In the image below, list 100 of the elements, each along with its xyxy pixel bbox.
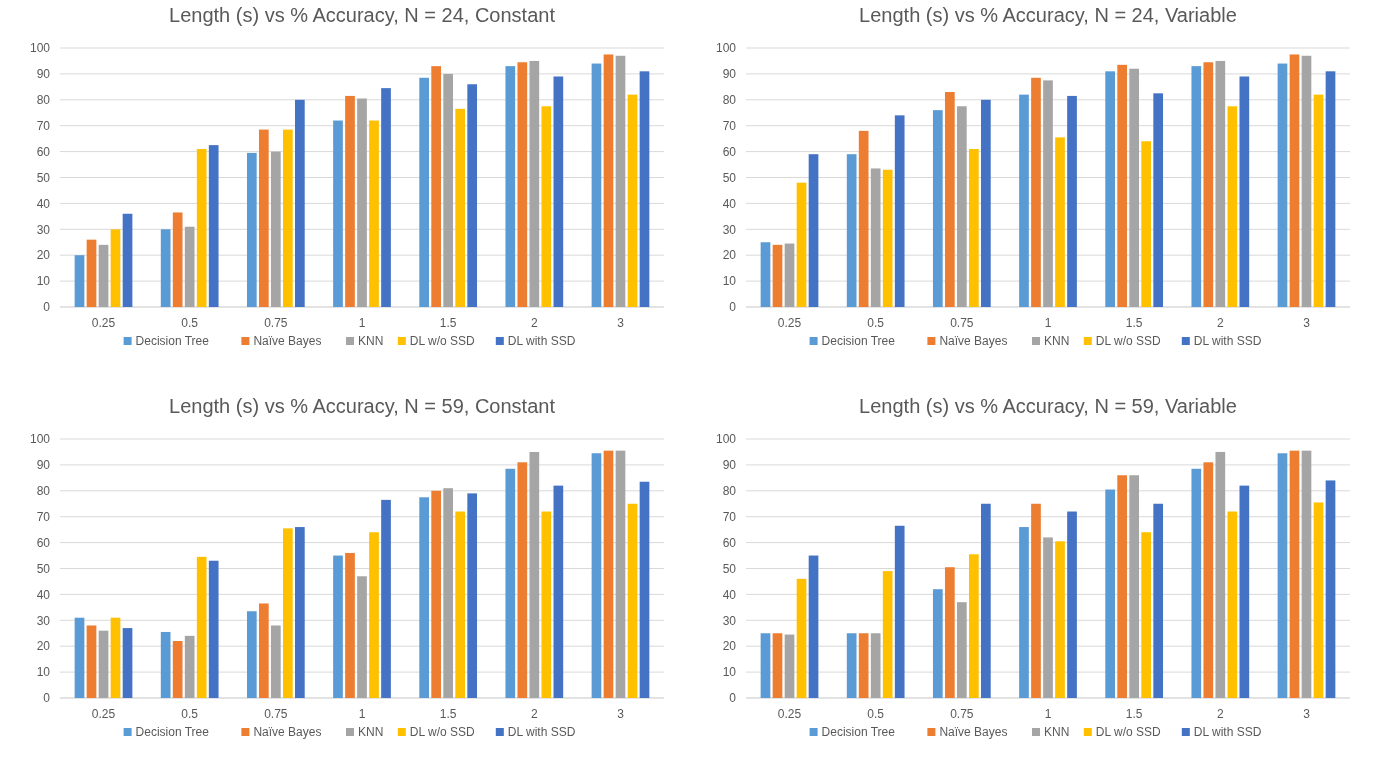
y-tick-label: 10 — [722, 274, 737, 289]
y-tick-label: 60 — [722, 535, 737, 550]
legend-label: KNN — [358, 725, 384, 740]
bar — [529, 451, 540, 698]
bar — [357, 576, 367, 698]
x-tick-label: 1.5 — [439, 316, 457, 330]
bar — [1203, 462, 1214, 698]
bar — [295, 99, 305, 307]
chart-title: Length (s) vs % Accuracy, N = 59, Constant — [169, 395, 556, 417]
y-tick-label: 20 — [722, 639, 737, 654]
y-tick-label: 80 — [722, 93, 737, 107]
y-tick-label: 20 — [722, 248, 737, 263]
bar — [184, 226, 195, 307]
bar — [110, 617, 121, 698]
bar — [208, 560, 219, 698]
bar — [882, 169, 893, 307]
bar — [1153, 93, 1164, 307]
bar — [381, 88, 391, 307]
bar — [431, 66, 441, 307]
x-tick-label: 1.5 — [439, 707, 457, 721]
bar — [1239, 485, 1250, 698]
y-tick-label: 100 — [29, 41, 51, 56]
bar — [846, 633, 857, 698]
x-tick-label: 3 — [617, 707, 625, 721]
bar — [1289, 54, 1300, 307]
legend-label: DL with SSD — [507, 334, 576, 349]
bar — [969, 554, 979, 698]
x-tick-label: 2 — [1216, 707, 1224, 721]
x-tick-label: 2 — [530, 707, 538, 721]
bar — [603, 450, 614, 698]
bar — [455, 511, 466, 698]
bar — [944, 567, 955, 698]
bar — [1289, 450, 1300, 698]
y-tick-label: 40 — [36, 196, 51, 211]
chart-title: Length (s) vs % Accuracy, N = 59, Variable — [859, 395, 1237, 417]
bar — [858, 130, 869, 307]
bar — [345, 552, 355, 698]
bar — [1191, 468, 1202, 698]
bar — [1313, 94, 1324, 307]
bar — [172, 641, 183, 698]
bar — [369, 532, 379, 698]
bar — [553, 485, 564, 698]
x-tick-label: 0.5 — [181, 316, 199, 330]
x-tick-label: 3 — [1303, 316, 1311, 330]
y-tick-label: 10 — [36, 665, 51, 680]
bar — [196, 556, 207, 698]
y-tick-label: 50 — [722, 561, 737, 576]
bar — [1067, 95, 1077, 307]
bar — [270, 151, 281, 307]
bar — [969, 149, 979, 307]
bar — [86, 625, 97, 698]
bar — [1301, 450, 1312, 698]
legend-label: DL w/o SSD — [1095, 334, 1162, 349]
y-tick-label: 70 — [36, 509, 51, 524]
legend-label: Decision Tree — [135, 334, 210, 349]
bar — [1043, 80, 1053, 307]
legend-label: KNN — [358, 334, 384, 349]
bar — [627, 503, 638, 698]
bar — [541, 511, 552, 698]
bar — [772, 244, 783, 307]
bar — [894, 525, 905, 698]
x-tick-label: 0.5 — [867, 707, 885, 721]
x-tick-label: 3 — [1303, 707, 1311, 721]
bar — [956, 602, 967, 698]
bar — [1239, 76, 1250, 307]
y-tick-label: 10 — [36, 274, 51, 289]
legend-label: DL with SSD — [507, 725, 576, 740]
y-tick-label: 0 — [729, 691, 737, 706]
bar — [1227, 511, 1238, 698]
bar — [1129, 475, 1140, 698]
bar — [1117, 64, 1127, 307]
legend-label: KNN — [1044, 334, 1070, 349]
bar — [505, 468, 516, 698]
x-tick-label: 0.5 — [181, 707, 199, 721]
bar — [172, 212, 183, 307]
bar — [1019, 94, 1029, 307]
bar — [981, 99, 991, 307]
bar — [295, 527, 305, 698]
bar — [981, 503, 991, 698]
chart-title: Length (s) vs % Accuracy, N = 24, Constant — [169, 4, 556, 26]
x-tick-label: 2 — [1216, 316, 1224, 330]
x-tick-label: 0.75 — [950, 316, 974, 330]
bar — [1055, 137, 1065, 307]
legend-label: DL w/o SSD — [409, 334, 476, 349]
bar — [443, 73, 454, 307]
bar — [1019, 527, 1029, 698]
bar — [1325, 480, 1336, 698]
bar — [345, 95, 355, 307]
y-tick-label: 100 — [715, 432, 737, 447]
bar — [784, 243, 795, 307]
bar — [455, 108, 466, 307]
bar — [419, 497, 429, 698]
x-tick-label: 0.75 — [264, 316, 288, 330]
x-tick-label: 1 — [358, 316, 366, 330]
bar — [1301, 55, 1312, 307]
bar — [1277, 453, 1288, 698]
legend-label: Naïve Bayes — [939, 334, 1008, 349]
y-tick-label: 30 — [36, 222, 51, 237]
bar — [419, 77, 429, 307]
x-tick-label: 1.5 — [1125, 316, 1143, 330]
